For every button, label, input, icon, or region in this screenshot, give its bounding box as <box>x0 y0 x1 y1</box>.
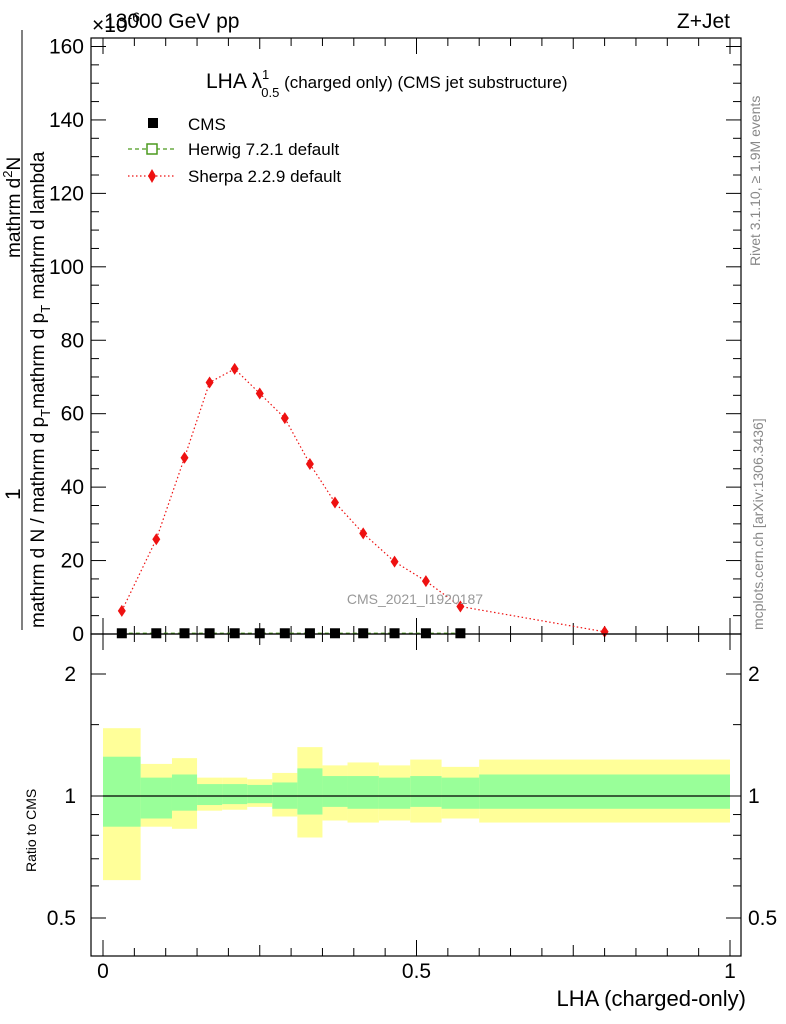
ratio-inner-band <box>140 777 172 819</box>
sherpa-point <box>255 387 264 400</box>
ratio-ytick-label-right: 2 <box>748 663 760 686</box>
main-ytick-label: 120 <box>49 182 84 205</box>
sherpa-point <box>600 625 609 638</box>
sherpa-point <box>280 412 289 425</box>
sherpa-point <box>390 555 399 568</box>
main-ytick-label: 100 <box>49 256 84 279</box>
y-label-denominator: mathrm d N / mathrm d pTmathrm d pT math… <box>28 151 53 628</box>
cms-point <box>151 628 162 639</box>
xtick-label: 1 <box>724 960 736 983</box>
ratio-inner-band <box>378 777 411 809</box>
ratio-inner-band <box>347 776 379 809</box>
ratio-ytick-label-left: 1 <box>64 785 76 808</box>
ratio-ytick-label-left: 2 <box>64 663 76 686</box>
xtick-label: 0 <box>97 960 109 983</box>
main-ytick-label: 20 <box>61 550 84 573</box>
legend: CMS Herwig 7.2.1 default Sherpa 2.2.9 de… <box>128 115 341 186</box>
legend-cms-marker <box>148 118 158 128</box>
ratio-ytick-label-right: 0.5 <box>748 907 777 930</box>
main-ytick-label: 60 <box>61 403 84 426</box>
x-axis-label: LHA (charged-only) <box>556 986 746 1011</box>
xtick-label: 0.5 <box>402 960 431 983</box>
cms-point <box>389 628 400 639</box>
main-ytick-label: 140 <box>49 109 84 132</box>
ratio-bands <box>103 728 730 881</box>
main-series <box>116 362 609 639</box>
ratio-inner-band <box>222 784 248 805</box>
ratio-inner-band <box>322 776 348 807</box>
cms-point <box>254 628 265 639</box>
sherpa-point <box>117 604 126 617</box>
sherpa-line <box>121 368 605 633</box>
legend-cms-label: CMS <box>188 115 226 134</box>
sherpa-point <box>205 376 214 389</box>
cms-point <box>204 628 215 639</box>
cms-point <box>304 628 315 639</box>
rivet-label: Rivet 3.1.10, ≥ 1.9M events <box>747 96 763 266</box>
plot-title: LHA λ1 0.5 (charged only) (CMS jet substr… <box>206 67 568 100</box>
ratio-ytick-label-left: 0.5 <box>47 907 76 930</box>
legend-herwig-marker <box>146 143 158 155</box>
cms-point <box>455 628 466 639</box>
sherpa-point <box>359 527 368 540</box>
cms-point <box>116 628 127 639</box>
cms-point <box>229 628 240 639</box>
main-ytick-label: 0 <box>72 623 84 646</box>
ratio-inner-band <box>247 784 273 804</box>
sherpa-point <box>456 600 465 613</box>
y-label-numerator-d2n: mathrm d2N <box>0 157 25 258</box>
ratio-y-axis: 0.5 0.5 1 1 2 2 <box>47 663 777 930</box>
exponent-label: ×10-6 <box>92 9 140 37</box>
legend-sherpa-label: Sherpa 2.2.9 default <box>188 167 341 186</box>
cms-point <box>179 628 190 639</box>
ratio-x-axis: 0 0.5 1 <box>97 634 736 983</box>
ratio-inner-band <box>441 777 480 809</box>
ratio-inner-band <box>103 756 141 827</box>
cms-point <box>279 628 290 639</box>
sherpa-point <box>230 362 239 375</box>
cms-point <box>358 628 369 639</box>
ratio-ytick-label-right: 1 <box>748 785 760 808</box>
ratio-inner-band <box>297 768 323 815</box>
ratio-y-label: Ratio to CMS <box>23 789 39 872</box>
cms-point <box>329 628 340 639</box>
ratio-inner-band <box>197 784 223 806</box>
main-ytick-label: 160 <box>49 36 84 59</box>
y-label-numerator-one: 1 <box>2 488 25 500</box>
main-ytick-label: 40 <box>61 476 84 499</box>
ratio-inner-band <box>410 776 442 807</box>
energy-label: 13000 GeV pp <box>104 10 239 33</box>
sherpa-point <box>180 451 189 464</box>
sherpa-point <box>305 457 314 470</box>
main-y-axis: 0 20 40 60 80 100 120 140 160 <box>49 36 741 646</box>
sherpa-point <box>421 575 430 588</box>
main-y-label: 1 mathrm d N / mathrm d pTmathrm d pT ma… <box>0 30 53 630</box>
ratio-inner-band <box>171 774 198 811</box>
legend-herwig-label: Herwig 7.2.1 default <box>188 140 339 159</box>
sherpa-point <box>330 496 339 509</box>
analysis-watermark: CMS_2021_I1920187 <box>347 591 483 607</box>
process-label: Z+Jet <box>677 10 730 33</box>
legend-sherpa-marker <box>148 169 156 183</box>
main-ytick-label: 80 <box>61 329 84 352</box>
cms-point <box>420 628 431 639</box>
sherpa-point <box>152 533 161 546</box>
ratio-inner-band <box>479 774 730 809</box>
mcplots-label: mcplots.cern.ch [arXiv:1306.3436] <box>750 418 766 630</box>
